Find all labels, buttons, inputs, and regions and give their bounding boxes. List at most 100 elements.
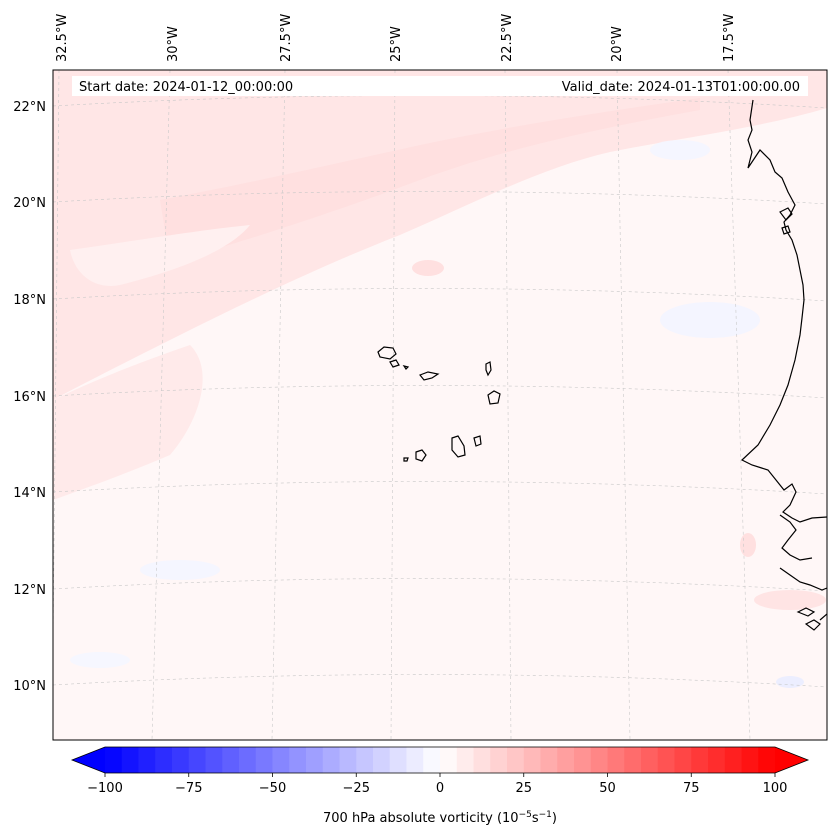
meridian-27.5W: [271, 70, 286, 740]
lat-label: 12°N: [13, 583, 46, 598]
colorbar-cells: [105, 747, 776, 773]
guinea-bissau-coast: [779, 567, 827, 591]
lon-label: 22.5°W: [500, 14, 515, 62]
positive-vorticity-spot-gambia: [740, 533, 756, 557]
lat-label: 14°N: [13, 486, 46, 501]
colorbar-cell: [456, 747, 475, 773]
lat-label: 16°N: [13, 390, 46, 405]
colorbar-tick-label: 75: [683, 781, 700, 796]
lat-label: 10°N: [13, 679, 46, 694]
colorbar-cell: [406, 747, 424, 773]
colorbar-cell: [205, 747, 223, 773]
header-box: [72, 76, 808, 96]
meridian-22.5W: [504, 70, 512, 740]
parallel-20N: [53, 191, 827, 205]
island-brava: [403, 457, 409, 462]
colorbar-cell: [557, 747, 575, 773]
meridian-17.5W: [727, 70, 751, 740]
colorbar-cell: [758, 747, 776, 773]
negative-vorticity-patch-1: [660, 302, 760, 338]
colorbar-cell: [188, 747, 207, 773]
colorbar-cell: [590, 747, 609, 773]
coastlines: [377, 99, 827, 631]
colorbar-cell: [473, 747, 491, 773]
positive-vorticity-band-lower: [70, 225, 250, 286]
lon-label: 20°W: [610, 26, 625, 62]
colorbar-cell: [691, 747, 709, 773]
colorbar-low-extension: [72, 747, 105, 773]
colorbar-cell: [490, 747, 508, 773]
colorbar-cell: [607, 747, 625, 773]
parallel-16N: [53, 385, 827, 399]
parallel-14N: [53, 481, 827, 495]
negative-vorticity-patch-5: [650, 140, 710, 160]
colorbar-cell: [138, 747, 156, 773]
island-sao-vicente: [389, 359, 400, 368]
negative-vorticity-patch-4: [70, 652, 130, 668]
lat-label: 22°N: [13, 100, 46, 115]
colorbar-cell: [389, 747, 408, 773]
colorbar-cell: [239, 747, 257, 773]
valid-date-label: Valid_date: 2024-01-13T01:00:00.00: [562, 80, 800, 95]
lon-label: 27.5°W: [279, 14, 294, 62]
colorbar-label: 700 hPa absolute vorticity (10−5s−1): [323, 810, 557, 826]
island-santa-luzia: [402, 365, 410, 370]
island-sao-nicolau: [419, 371, 440, 381]
colorbar-cell: [423, 747, 441, 773]
colorbar-cell: [624, 747, 642, 773]
lon-label: 30°W: [166, 26, 181, 62]
latitude-labels: 22°N 20°N 18°N 16°N 14°N 12°N 10°N: [13, 100, 46, 694]
colorbar-cell: [322, 747, 341, 773]
negative-vorticity-patch-2: [140, 560, 220, 580]
island-santo-antao: [377, 346, 397, 360]
bissagos-islands: [796, 607, 827, 631]
longitude-labels: 32.5°W 30°W 27.5°W 25°W 22.5°W 20°W 17.5…: [55, 14, 737, 62]
meridian-30W: [151, 70, 171, 740]
colorbar-cell: [440, 747, 458, 773]
positive-vorticity-band-inner: [160, 98, 700, 262]
colorbar-tick-label: −100: [87, 781, 123, 796]
colorbar-cell: [172, 747, 190, 773]
positive-vorticity-band-west: [53, 345, 203, 500]
colorbar-cell: [121, 747, 140, 773]
colorbar-ticks: −100 −75 −50 −25 0 25 50 75 100: [87, 773, 787, 796]
vorticity-field: [53, 70, 827, 688]
lat-label: 20°N: [13, 196, 46, 211]
colorbar-tick-label: 0: [436, 781, 444, 796]
map-panel: Start date: 2024-01-12_00:00:00 Valid_da…: [52, 69, 828, 741]
colorbar-tick-label: 50: [599, 781, 616, 796]
colorbar-cell: [222, 747, 240, 773]
island-boa-vista: [487, 390, 501, 405]
colorbar-cell: [339, 747, 357, 773]
colorbar-tick-label: −75: [175, 781, 202, 796]
island-near-coast-2: [781, 225, 791, 235]
colorbar-tick-label: −25: [343, 781, 370, 796]
colorbar-cell: [657, 747, 676, 773]
meridian-25W: [390, 70, 396, 740]
parallel-10N: [53, 674, 827, 688]
colorbar-tick-label: −50: [259, 781, 286, 796]
colorbar-cell: [708, 747, 726, 773]
island-fogo: [415, 449, 427, 462]
lat-label: 18°N: [13, 293, 46, 308]
start-date-label: Start date: 2024-01-12_00:00:00: [79, 80, 293, 95]
lon-label: 25°W: [389, 26, 404, 62]
meridian-20W: [616, 70, 631, 740]
senegal-inlet: [779, 514, 813, 561]
parallel-12N: [53, 578, 827, 592]
gridlines: [53, 70, 827, 740]
colorbar-cell: [540, 747, 558, 773]
colorbar-cell: [272, 747, 290, 773]
colorbar-tick-label: 100: [763, 781, 788, 796]
island-sal: [485, 361, 492, 377]
colorbar-cell: [724, 747, 743, 773]
positive-vorticity-band-north: [53, 70, 827, 400]
colorbar-cell: [741, 747, 759, 773]
west-africa-coastline: [740, 99, 827, 523]
positive-vorticity-spot-coast: [754, 590, 826, 610]
colorbar-cell: [255, 747, 274, 773]
lon-label: 17.5°W: [722, 14, 737, 62]
positive-vorticity-spot-north: [412, 260, 444, 276]
parallel-22N: [53, 95, 827, 109]
